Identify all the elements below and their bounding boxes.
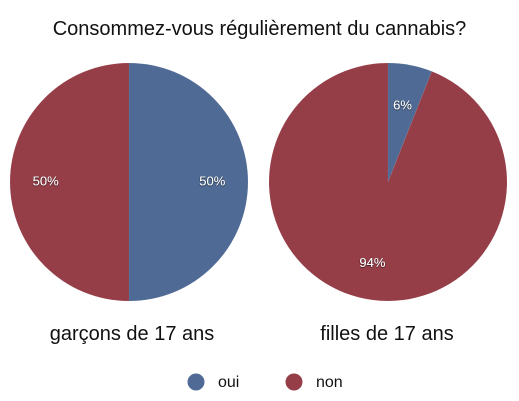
legend: oui non	[187, 373, 343, 391]
legend-label-oui: oui	[218, 374, 239, 391]
pie-label-filles-oui: 6%	[393, 97, 412, 112]
pie-label-garcons-oui: 50%	[199, 173, 225, 188]
pie-slice-filles-non	[268, 62, 508, 302]
pie-slice-garcons-oui	[128, 62, 249, 302]
pie-filles: 6% 94%	[268, 62, 508, 302]
chart-title: Consommez-vous régulièrement du cannabis…	[53, 18, 467, 40]
legend-swatch-oui	[187, 373, 205, 391]
pie-garcons: 50% 50%	[9, 62, 249, 302]
pie-label-garcons-non: 50%	[33, 173, 59, 188]
pie-caption-filles: filles de 17 ans	[320, 323, 453, 345]
pie-slice-garcons-non	[9, 62, 130, 302]
pie-label-filles-non: 94%	[359, 255, 385, 270]
legend-label-non: non	[316, 374, 343, 391]
legend-swatch-non	[285, 373, 303, 391]
pie-caption-garcons: garçons de 17 ans	[50, 323, 215, 345]
pie-slice-filles-oui	[387, 62, 433, 183]
